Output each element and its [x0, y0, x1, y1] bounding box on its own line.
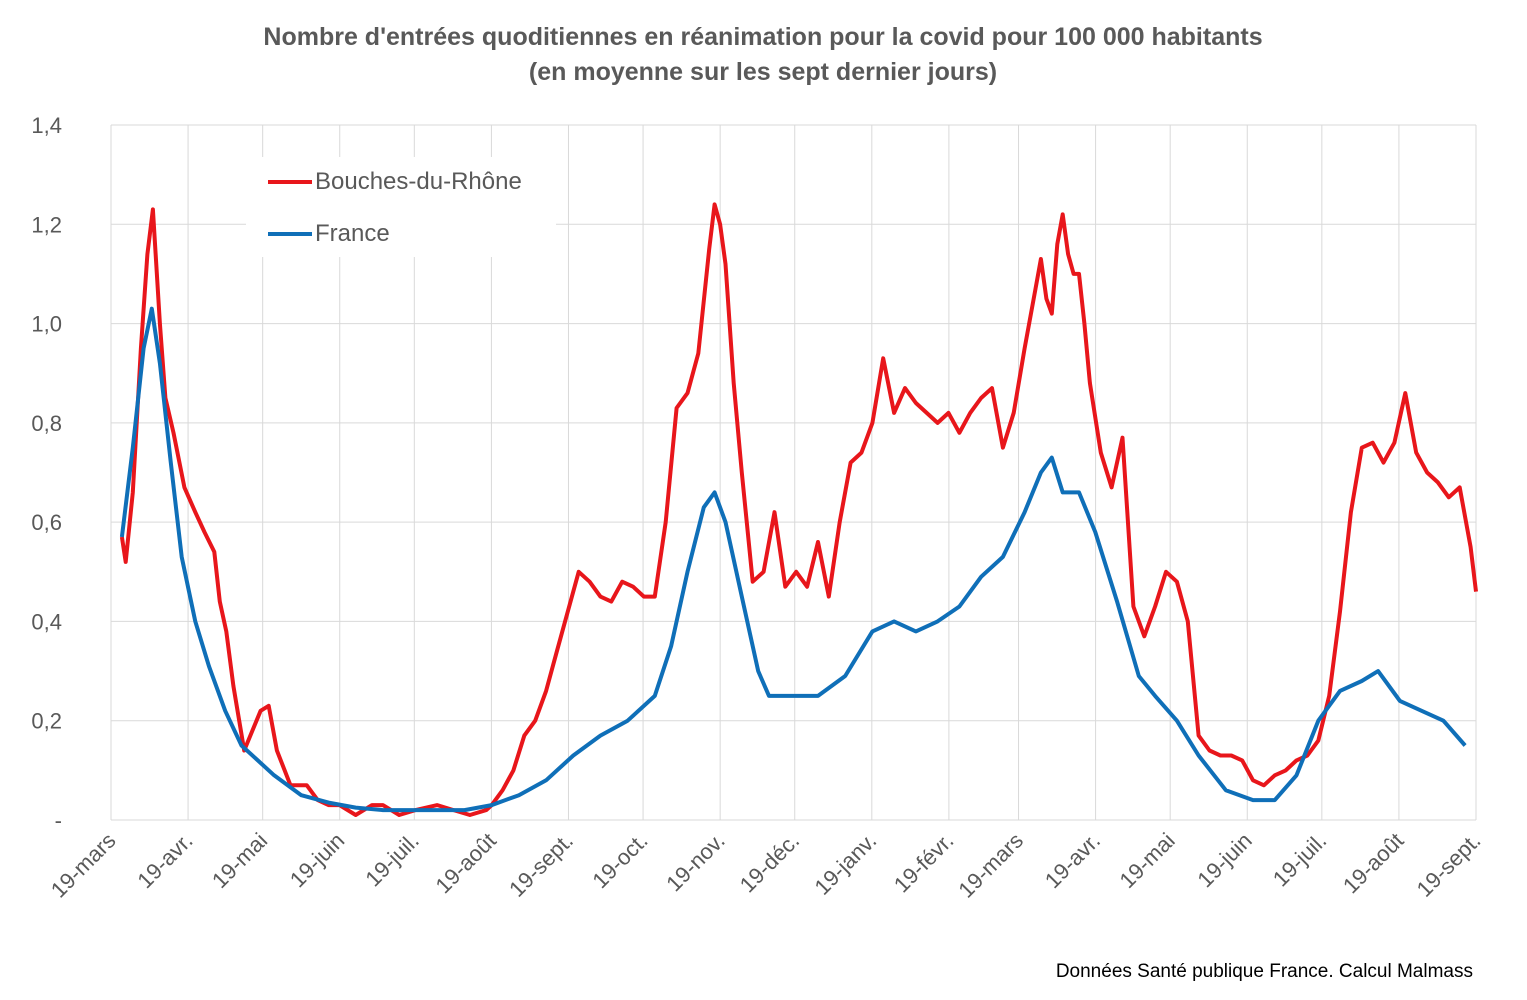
- y-tick-label-5: 1,0: [31, 312, 62, 337]
- y-tick-label-1: 0,2: [31, 709, 62, 734]
- chart-title-line1: Nombre d'entrées quoditiennes en réanima…: [263, 23, 1262, 51]
- x-tick-label-10: 19-janv.: [809, 828, 881, 900]
- x-tick-label-3: 19-juin: [285, 828, 349, 892]
- x-tick-label-2: 19-mai: [207, 828, 272, 893]
- y-tick-label-0: -: [55, 808, 62, 833]
- series-lines: [119, 202, 1478, 817]
- chart-title-line2: (en moyenne sur les sept dernier jours): [529, 58, 997, 86]
- x-tick-label-11: 19-févr.: [889, 828, 959, 898]
- x-tick-label-16: 19-juil.: [1268, 828, 1332, 892]
- legend-label-france: France: [315, 220, 390, 247]
- x-tick-label-6: 19-sept.: [504, 828, 578, 902]
- legend-background: [246, 157, 556, 257]
- y-tick-label-3: 0,6: [31, 510, 62, 535]
- x-tick-label-9: 19-déc.: [735, 828, 805, 898]
- y-axis-ticks: - 0,2 0,4 0,6 0,8 1,0 1,2 1,4: [31, 113, 62, 833]
- y-tick-label-4: 0,8: [31, 411, 62, 436]
- x-tick-label-8: 19-nov.: [661, 828, 729, 896]
- series-line-france: [119, 306, 1467, 813]
- x-tick-label-17: 19-août: [1338, 828, 1408, 898]
- x-tick-label-1: 19-avr.: [132, 828, 197, 893]
- x-tick-label-5: 19-août: [430, 828, 500, 898]
- x-tick-label-12: 19-mars: [953, 828, 1028, 903]
- y-tick-label-6: 1,2: [31, 212, 62, 237]
- y-tick-label-7: 1,4: [31, 113, 62, 138]
- x-axis-ticks: 19-mars 19-avr. 19-mai 19-juin 19-juil. 19-ao…: [46, 828, 1486, 903]
- x-tick-label-13: 19-avr.: [1040, 828, 1105, 893]
- x-tick-label-7: 19-oct.: [587, 828, 652, 893]
- source-note: Données Santé publique France. Calcul Ma…: [1056, 961, 1473, 982]
- legend: Bouches-du-Rhône France: [246, 157, 556, 257]
- x-tick-label-14: 19-mai: [1114, 828, 1179, 893]
- y-tick-label-2: 0,4: [31, 609, 62, 634]
- x-tick-label-0: 19-mars: [46, 828, 121, 903]
- series-line-bouches-du-rhone: [119, 202, 1478, 817]
- x-tick-label-18: 19-sept.: [1412, 828, 1486, 902]
- legend-label-bouches-du-rhone: Bouches-du-Rhône: [315, 168, 522, 195]
- x-tick-label-4: 19-juil.: [360, 828, 424, 892]
- x-tick-label-15: 19-juin: [1192, 828, 1256, 892]
